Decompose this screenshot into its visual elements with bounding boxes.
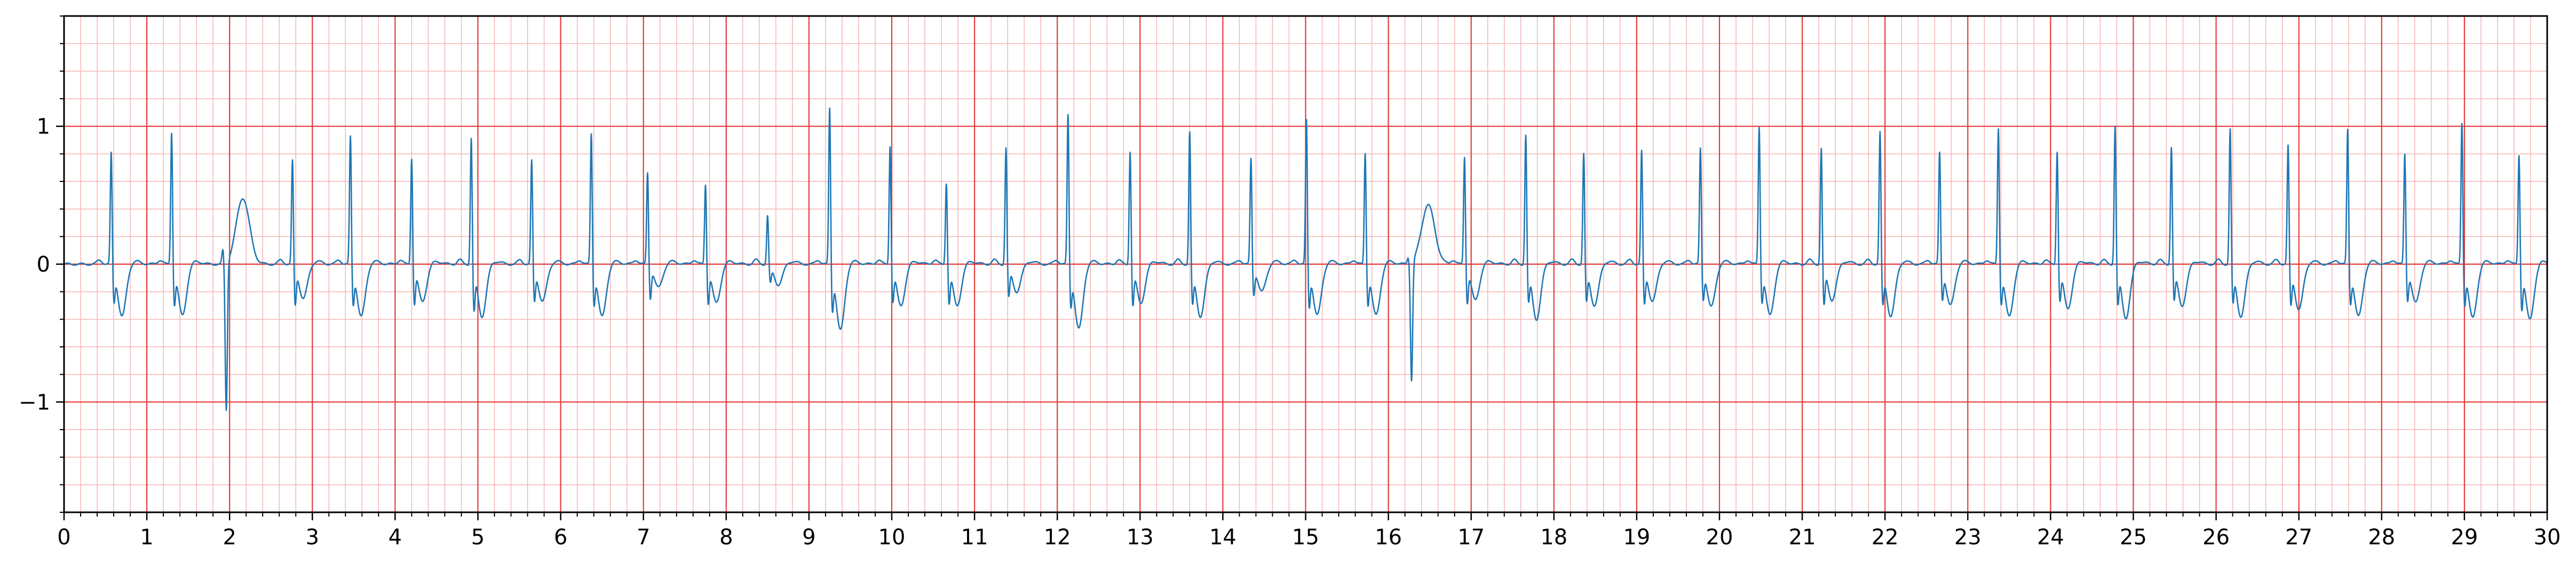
r-peak-point-39 bbox=[2460, 115, 2463, 118]
r-peak-point-6 bbox=[470, 130, 473, 133]
x-tick-label: 16 bbox=[1375, 525, 1402, 550]
x-tick-label: 0 bbox=[57, 525, 70, 550]
x-tick-label: 29 bbox=[2451, 525, 2478, 550]
r-peak-point-1 bbox=[109, 145, 113, 148]
x-tick-label: 26 bbox=[2202, 525, 2230, 550]
x-tick-label: 18 bbox=[1540, 525, 1567, 550]
x-tick-label: 22 bbox=[1872, 525, 1899, 550]
x-tick-label: 2 bbox=[223, 525, 236, 550]
r-peak-point-3 bbox=[291, 154, 294, 157]
r-peak-point-4 bbox=[349, 129, 352, 132]
r-peak-point-5 bbox=[410, 151, 413, 154]
x-tick-label: 28 bbox=[2368, 525, 2395, 550]
r-peak-point-14 bbox=[945, 176, 948, 179]
ecg-trace-line bbox=[64, 107, 2548, 411]
r-peak-point-17 bbox=[1129, 144, 1132, 147]
r-peak-point-15 bbox=[1004, 141, 1008, 145]
r-peak-point-23 bbox=[1524, 128, 1527, 131]
r-peak-point-38 bbox=[2403, 147, 2406, 150]
x-tick-label: 10 bbox=[878, 525, 906, 550]
x-tick-label: 7 bbox=[637, 525, 650, 550]
x-tick-label: 20 bbox=[1706, 525, 1733, 550]
r-peak-point-33 bbox=[2113, 118, 2117, 121]
x-tick-label: 21 bbox=[1789, 525, 1816, 550]
r-peak-point-19 bbox=[1249, 152, 1253, 155]
r-peak-point-13 bbox=[889, 139, 892, 142]
r-peak-point-18 bbox=[1188, 125, 1191, 128]
x-tick-label: 3 bbox=[306, 525, 319, 550]
x-tick-label: 14 bbox=[1209, 525, 1237, 550]
x-tick-label: 24 bbox=[2037, 525, 2064, 550]
r-peak-point-35 bbox=[2229, 122, 2232, 125]
x-tick-label: 25 bbox=[2120, 525, 2147, 550]
x-tick-label: 23 bbox=[1954, 525, 1981, 550]
x-tick-label: 19 bbox=[1623, 525, 1650, 550]
r-peak-point-12 bbox=[828, 100, 831, 103]
r-peak-point-27 bbox=[1757, 119, 1761, 122]
r-peak-point-9 bbox=[646, 166, 649, 169]
r-peak-point-8 bbox=[590, 126, 593, 129]
r-peak-point-7 bbox=[530, 154, 533, 157]
x-tick-label: 5 bbox=[471, 525, 485, 550]
y-axis: −1 0 1 bbox=[19, 15, 64, 513]
x-tick-label: 9 bbox=[802, 525, 815, 550]
y-tick-label: 0 bbox=[37, 252, 50, 277]
x-tick-label: 8 bbox=[719, 525, 733, 550]
x-tick-label: 27 bbox=[2285, 525, 2312, 550]
r-peak-point-16 bbox=[1066, 107, 1069, 110]
r-peak-point-20 bbox=[1305, 112, 1308, 115]
x-tick-label: 11 bbox=[961, 525, 988, 550]
r-peak-point-36 bbox=[2287, 139, 2290, 142]
r-peak-point-24 bbox=[1582, 147, 1586, 150]
major-grid bbox=[63, 16, 2548, 512]
r-peak-point-29 bbox=[1879, 125, 1882, 128]
r-peak-point-30 bbox=[1938, 145, 1941, 148]
x-tick-label: 12 bbox=[1044, 525, 1071, 550]
r-peak-point-22 bbox=[1463, 149, 1466, 153]
r-peak-point-37 bbox=[2346, 122, 2349, 125]
x-tick-label: 30 bbox=[2534, 525, 2561, 550]
r-peak-point-26 bbox=[1699, 141, 1702, 145]
r-peak-point-28 bbox=[1820, 141, 1823, 145]
r-peak-point-32 bbox=[2056, 144, 2059, 147]
x-tick-label: 1 bbox=[140, 525, 153, 550]
r-peak-point-11 bbox=[766, 210, 769, 213]
r-peak-point-10 bbox=[704, 177, 707, 180]
x-axis: 0 1 2 3 4 5 6 7 8 9 10 11 12 13 14 15 16 17 18 19 20 21 22 23 24… bbox=[57, 512, 2561, 550]
x-tick-label: 13 bbox=[1127, 525, 1154, 550]
r-peak-point-40 bbox=[2517, 147, 2520, 150]
r-peak-point-2 bbox=[170, 125, 173, 128]
x-tick-label: 15 bbox=[1292, 525, 1319, 550]
r-peak-point-31 bbox=[1997, 121, 2000, 124]
y-tick-label: 1 bbox=[37, 115, 50, 139]
r-peak-point-25 bbox=[1640, 144, 1643, 147]
x-tick-label: 4 bbox=[389, 525, 402, 550]
x-tick-label: 6 bbox=[554, 525, 567, 550]
y-tick-label: −1 bbox=[19, 390, 50, 415]
r-peak-point-21 bbox=[1364, 145, 1367, 148]
r-peak-point-34 bbox=[2170, 140, 2173, 143]
x-tick-label: 17 bbox=[1457, 525, 1485, 550]
